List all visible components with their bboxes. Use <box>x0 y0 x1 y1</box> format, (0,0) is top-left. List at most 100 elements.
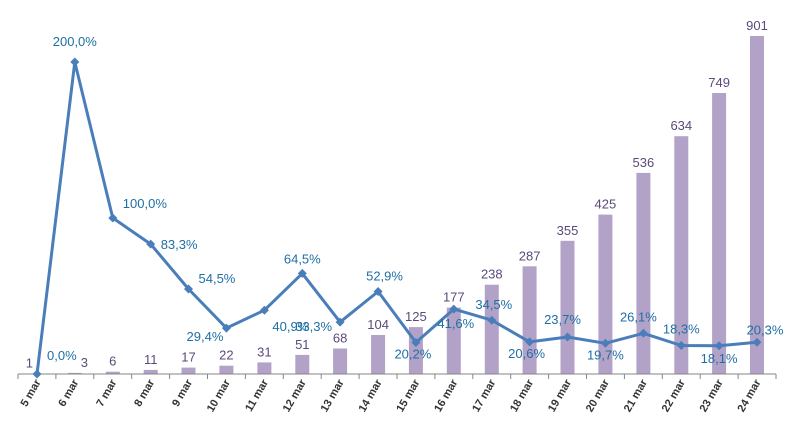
bar-6 <box>257 362 272 374</box>
line-marker-1 <box>70 57 80 67</box>
bar-11 <box>446 307 461 374</box>
bar-16 <box>636 172 651 374</box>
line-marker-14 <box>563 332 572 342</box>
bar-value-label-6: 31 <box>257 344 271 359</box>
x-tick-label-9: 14 mar <box>357 377 385 414</box>
pct-label-11: 41,6% <box>437 316 474 331</box>
line-marker-12 <box>487 315 497 325</box>
line-marker-9 <box>373 287 383 296</box>
line-marker-16 <box>638 328 648 338</box>
x-tick-label-19: 24 mar <box>735 377 763 414</box>
line-marker-18 <box>714 341 724 351</box>
x-tick-label-11: 16 mar <box>432 377 460 414</box>
x-tick-label-5: 10 mar <box>205 377 233 414</box>
x-tick-label-17: 22 mar <box>660 377 688 414</box>
line-marker-3 <box>146 239 156 249</box>
bar-value-label-10: 125 <box>405 309 427 324</box>
growth-line <box>35 60 758 375</box>
bar-value-label-0: 1 <box>26 356 33 371</box>
x-tick-label-18: 23 mar <box>698 377 726 414</box>
line-marker-19 <box>752 337 762 347</box>
bar-9 <box>371 335 386 374</box>
x-tick-label-8: 13 mar <box>319 377 347 414</box>
pct-label-18: 18,1% <box>701 351 738 366</box>
line-marker-17 <box>676 341 686 350</box>
bar-value-label-8: 68 <box>333 331 347 346</box>
line-marker-4 <box>184 284 193 294</box>
bar-value-label-16: 536 <box>633 155 655 170</box>
x-tick-label-0: 5 mar <box>19 377 44 409</box>
line-marker-15 <box>600 338 610 348</box>
bar-value-label-19: 901 <box>746 18 768 33</box>
bar-15 <box>598 214 613 374</box>
line-marker-2 <box>108 213 118 223</box>
line-marker-8 <box>335 317 345 327</box>
bar-17 <box>674 136 689 374</box>
bar-5 <box>219 365 234 374</box>
x-tick-label-16: 21 mar <box>622 377 650 414</box>
bar-value-label-13: 287 <box>519 248 541 263</box>
line-marker-7 <box>297 268 307 278</box>
pct-label-6: 40,9% <box>272 319 309 334</box>
bar-14 <box>560 240 575 374</box>
x-tick-label-14: 19 mar <box>546 377 574 414</box>
labels-layer: 1 3 6 11 17 22 31 51 68 104 125 177 238 287 355 425 536 6… <box>26 18 784 371</box>
bar-value-label-12: 238 <box>481 267 503 282</box>
bar-value-label-11: 177 <box>443 290 465 305</box>
x-tick-label-10: 15 mar <box>394 377 422 414</box>
pct-label-9: 52,9% <box>366 269 403 284</box>
x-tick-label-13: 18 mar <box>508 377 536 414</box>
bar-7 <box>295 354 310 374</box>
bar-value-label-5: 22 <box>219 348 233 363</box>
pct-label-16: 26,1% <box>620 309 657 324</box>
pct-label-19: 20,3% <box>747 322 784 337</box>
pct-label-15: 19,7% <box>587 347 624 362</box>
bar-value-label-9: 104 <box>367 317 389 332</box>
pct-label-5: 29,4% <box>187 329 224 344</box>
bar-18 <box>712 93 727 374</box>
pct-label-1: 200,0% <box>53 34 98 49</box>
pct-label-14: 23,7% <box>544 312 581 327</box>
bar-8 <box>333 348 348 374</box>
bar-value-label-1: 3 <box>81 355 88 370</box>
x-tick-label-7: 12 mar <box>281 377 309 414</box>
bar-value-label-18: 749 <box>708 75 730 90</box>
bar-value-label-3: 11 <box>144 352 158 367</box>
line-marker-6 <box>259 305 269 315</box>
x-tick-label-1: 6 mar <box>56 377 81 409</box>
pct-label-7: 64,5% <box>284 251 321 266</box>
line-marker-11 <box>449 304 459 314</box>
x-tick-label-3: 8 mar <box>132 377 157 409</box>
bar-value-label-15: 425 <box>595 197 617 212</box>
pct-label-0: 0,0% <box>47 348 77 363</box>
bar-2 <box>105 371 120 374</box>
ticks-layer <box>17 374 777 379</box>
pct-label-13: 20,6% <box>508 346 545 361</box>
bars-layer <box>30 36 764 375</box>
bar-12 <box>484 284 499 374</box>
x-tick-label-4: 9 mar <box>170 377 195 409</box>
pct-label-3: 83,3% <box>161 237 198 252</box>
line-marker-0 <box>32 369 42 379</box>
bar-3 <box>143 369 158 374</box>
bar-13 <box>522 266 537 374</box>
bar-value-label-14: 355 <box>557 223 579 238</box>
x-tick-label-15: 20 mar <box>584 377 612 414</box>
x-tick-label-12: 17 mar <box>470 377 498 414</box>
pct-label-10: 20,2% <box>394 347 431 362</box>
line-marker-13 <box>525 337 535 347</box>
pct-label-12: 34,5% <box>475 297 512 312</box>
bar-value-label-2: 6 <box>109 354 116 369</box>
bar-value-label-17: 634 <box>670 118 692 133</box>
line-marker-10 <box>411 338 421 347</box>
bar-1 <box>67 372 82 374</box>
x-tick-labels: 5 mar 6 mar 7 mar 8 mar 9 mar 10 mar 11 mar 12 … <box>19 377 764 414</box>
bar-value-label-7: 51 <box>295 337 309 352</box>
bar-value-label-4: 17 <box>181 350 195 365</box>
x-tick-label-6: 11 mar <box>243 377 271 414</box>
pct-label-8: 33,3% <box>295 319 332 334</box>
bar-4 <box>181 367 196 374</box>
pct-label-2: 100,0% <box>123 196 168 211</box>
line-layer <box>32 57 762 379</box>
